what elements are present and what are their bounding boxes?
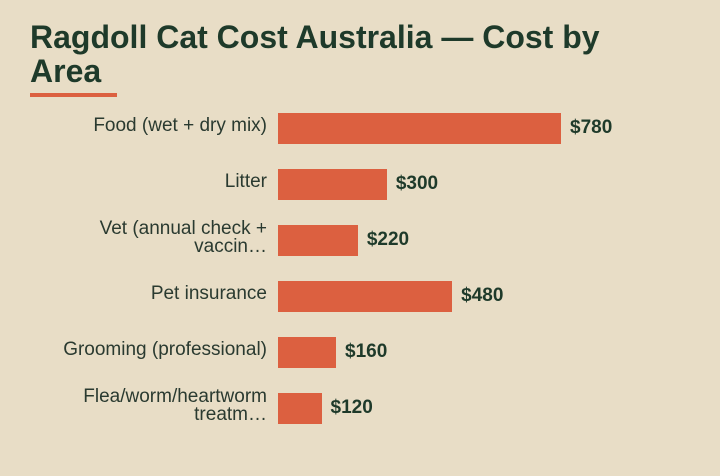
value-label: $780	[570, 117, 613, 138]
bar	[278, 281, 453, 312]
value-label: $160	[345, 341, 388, 362]
value-label: $220	[366, 229, 410, 250]
bar	[278, 169, 387, 200]
category-label: Flea/worm/heartworm treatm…	[83, 386, 267, 425]
category-label: Grooming (professional)	[63, 339, 267, 360]
category-label: Litter	[224, 171, 267, 192]
value-label: $120	[330, 397, 373, 418]
category-label: Vet (annual check + vaccin…	[99, 218, 267, 257]
bar	[278, 225, 358, 256]
bar	[278, 337, 337, 368]
bar	[278, 393, 322, 424]
category-label: Pet insurance	[150, 283, 267, 304]
category-label: Food (wet + dry mix)	[93, 115, 267, 136]
bar	[278, 113, 561, 144]
title-accent	[30, 93, 117, 97]
chart-title: Ragdoll Cat Cost Australia — Cost by Are…	[30, 19, 600, 89]
value-label: $300	[395, 173, 439, 194]
value-label: $480	[461, 285, 504, 306]
